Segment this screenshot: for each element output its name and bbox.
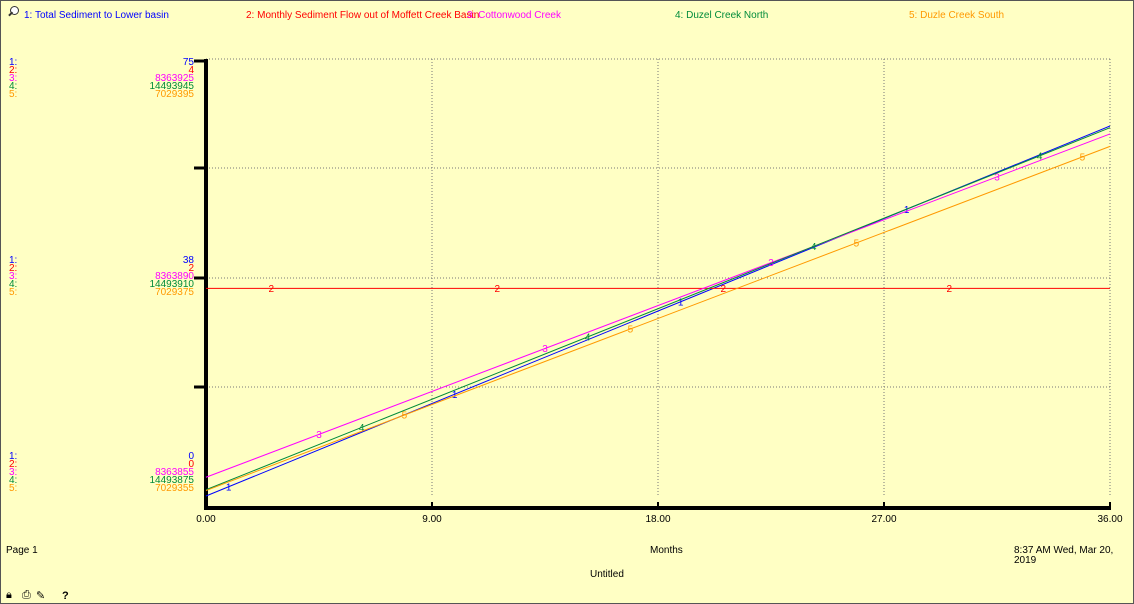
- x-tick-label: 27.00: [871, 514, 896, 525]
- series-1-marker: 1: [678, 297, 684, 308]
- series-4-marker: 4: [359, 423, 365, 434]
- series-1-marker: 1: [226, 482, 232, 493]
- scale-top-series-1-value: 75: [182, 57, 194, 68]
- chart-title: Untitled: [590, 569, 624, 580]
- scale-middle-series-2-value: 2: [188, 263, 194, 274]
- series-1-marker: 1: [904, 205, 910, 216]
- scale-bottom-series-5-index: 5:: [9, 483, 18, 494]
- legend-series-1: 1: Total Sediment to Lower basin: [24, 10, 169, 21]
- series-2-marker: 2: [947, 284, 953, 295]
- scale-bottom-series-4-index: 4:: [9, 475, 18, 486]
- series-4-marker: 4: [811, 242, 817, 253]
- scale-middle-series-4-index: 4:: [9, 279, 18, 290]
- scale-top-series-2-index: 2:: [9, 65, 18, 76]
- x-tick-label: 9.00: [422, 514, 442, 525]
- scale-bottom-series-5-value: 7029355: [155, 483, 194, 494]
- scale-middle-series-3-value: 8363890: [155, 271, 194, 282]
- scale-middle-series-5-index: 5:: [9, 287, 18, 298]
- scale-middle-series-1-value: 38: [182, 255, 194, 266]
- help-icon[interactable]: ?: [62, 590, 69, 602]
- timestamp: 8:37 AM Wed, Mar 20, 2019: [1014, 545, 1114, 566]
- scale-top-series-4-index: 4:: [9, 81, 18, 92]
- scale-middle-series-3-index: 3:: [9, 271, 18, 282]
- legend-series-5: 5: Duzle Creek South: [909, 10, 1005, 21]
- scale-bottom-series-1-index: 1:: [9, 451, 18, 462]
- scale-bottom-series-3-index: 3:: [9, 467, 18, 478]
- scale-top-series-3-index: 3:: [9, 73, 18, 84]
- series-5-line: [205, 145, 1111, 492]
- series-5-marker: 5: [402, 411, 408, 422]
- scale-middle-series-5-value: 7029375: [155, 287, 194, 298]
- x-tick-label: 0.00: [196, 514, 216, 525]
- scale-middle-series-4-value: 14493910: [149, 279, 195, 290]
- series-5-marker: 5: [628, 324, 634, 335]
- legend-series-4: 4: Duzel Creek North: [675, 10, 769, 21]
- series-2-marker: 2: [269, 284, 275, 295]
- series-2-marker: 2: [495, 284, 501, 295]
- printer-icon[interactable]: ⎙: [22, 589, 31, 601]
- series-5-marker: 5: [854, 238, 860, 249]
- page-label: Page 1: [6, 545, 38, 556]
- legend-series-2: 2: Monthly Sediment Flow out of Moffett …: [246, 10, 480, 21]
- pencil-icon[interactable]: ✎: [36, 590, 46, 602]
- scale-bottom-series-4-value: 14493875: [149, 475, 195, 486]
- scale-bottom-series-2-index: 2:: [9, 459, 18, 470]
- series-1-marker: 1: [452, 390, 458, 401]
- scale-top-series-1-index: 1:: [9, 57, 18, 68]
- series-3-marker: 3: [542, 344, 548, 355]
- scale-top-series-5-value: 7029395: [155, 89, 194, 100]
- scale-top-series-3-value: 8363925: [155, 73, 194, 84]
- scale-top-series-5-index: 5:: [9, 89, 18, 100]
- series-4-line: [205, 127, 1111, 491]
- scale-middle-series-1-index: 1:: [9, 255, 18, 266]
- x-axis-label: Months: [650, 545, 683, 556]
- scale-top-series-4-value: 14493945: [149, 81, 195, 92]
- series-5-marker: 5: [1080, 152, 1086, 163]
- series-3-marker: 3: [316, 430, 322, 441]
- pin-icon[interactable]: [10, 6, 19, 15]
- scale-bottom-series-1-value: 0: [188, 451, 194, 462]
- series-2-marker: 2: [721, 284, 727, 295]
- scale-bottom-series-3-value: 8363855: [155, 467, 194, 478]
- scale-bottom-series-2-value: 0: [188, 459, 194, 470]
- x-tick-label: 18.00: [645, 514, 670, 525]
- series-4-marker: 4: [1037, 151, 1043, 162]
- legend-series-3: 3: Cottonwood Creek: [467, 10, 561, 21]
- x-tick-label: 36.00: [1097, 514, 1122, 525]
- series-3-marker: 3: [994, 172, 1000, 183]
- scale-top-series-2-value: 4: [188, 65, 194, 76]
- lock-icon[interactable]: 🔒︎: [6, 589, 12, 601]
- series-4-marker: 4: [585, 332, 591, 343]
- scale-middle-series-2-index: 2:: [9, 263, 18, 274]
- series-3-line: [205, 133, 1111, 478]
